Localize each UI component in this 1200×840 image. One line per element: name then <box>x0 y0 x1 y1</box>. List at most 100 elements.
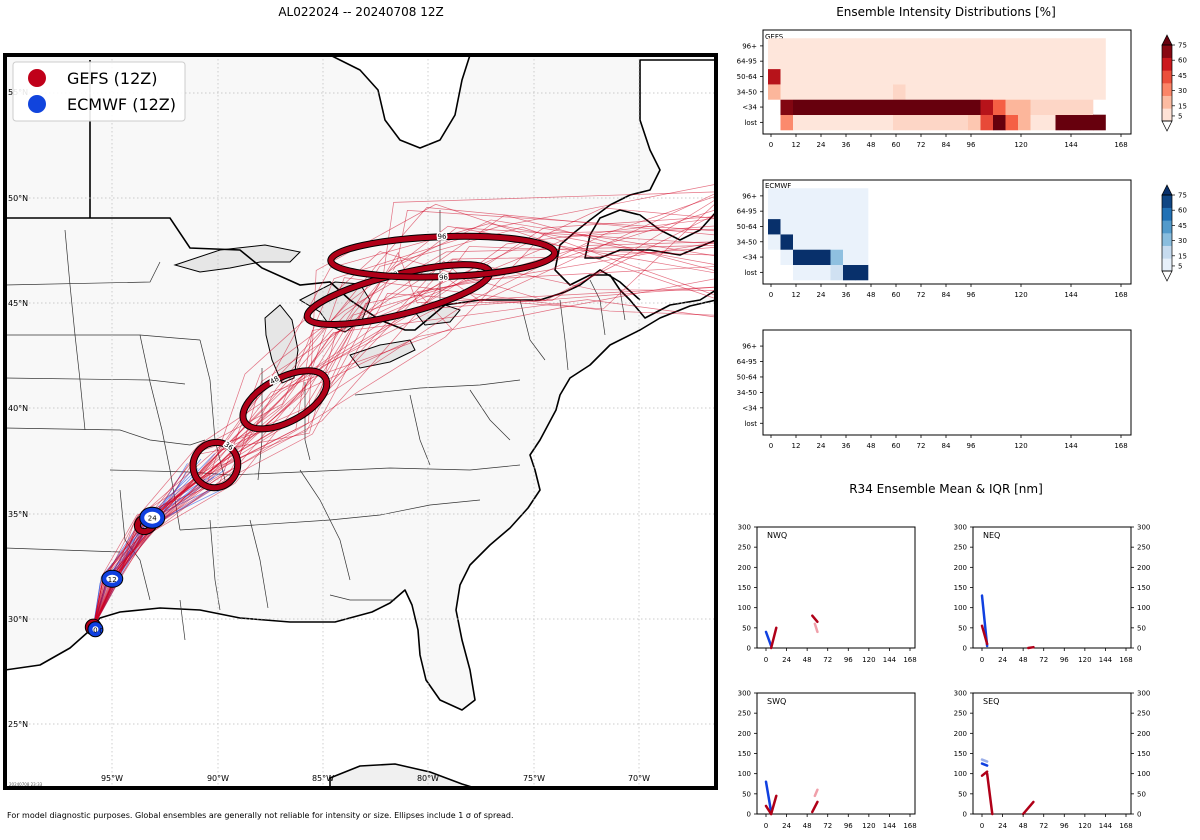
heatmap-cell <box>1055 99 1069 116</box>
x-tick-label: 72 <box>823 822 832 830</box>
heatmap-cell <box>780 99 794 116</box>
heatmap-cell <box>930 38 944 54</box>
x-tick-label: 60 <box>892 442 901 450</box>
lon-label: 70°W <box>628 774 650 783</box>
heatmap-cell <box>1005 53 1019 70</box>
y-tick-label: 300 <box>954 690 967 698</box>
heatmap-cell <box>980 84 994 100</box>
heatmap-cell <box>1080 53 1094 70</box>
r34-series-line <box>764 780 773 814</box>
heatmap-cell <box>955 68 969 85</box>
r34-series-line <box>764 630 773 648</box>
heatmap-cell <box>818 264 831 281</box>
x-tick-label: 0 <box>769 291 773 299</box>
heatmap-cell <box>780 114 794 131</box>
x-tick-label: 96 <box>967 141 976 149</box>
heatmap-frame <box>762 179 1132 285</box>
heatmap-cell <box>830 99 844 116</box>
heatmap-cell <box>1080 68 1094 85</box>
panel-label: ECMWF <box>765 182 791 190</box>
x-tick-label: 120 <box>1014 291 1027 299</box>
heatmap-cell <box>855 84 869 100</box>
heatmap-cell <box>843 249 856 266</box>
x-tick-label: 84 <box>942 291 951 299</box>
heatmap-cell <box>843 84 856 100</box>
x-tick-label: 36 <box>842 291 851 299</box>
heatmap-cell <box>855 99 869 116</box>
heatmap-cell <box>1068 114 1081 131</box>
y-tick-label: <34 <box>742 104 757 112</box>
y-tick-label: 96+ <box>742 343 757 351</box>
x-tick-label: 72 <box>917 291 926 299</box>
figure-title: AL022024 -- 20240708 12Z <box>278 5 443 19</box>
heatmap-cell <box>1018 68 1031 85</box>
colorbar-segment <box>1162 220 1172 234</box>
y-tick-label: 0 <box>1137 645 1141 653</box>
heatmap-cell <box>868 38 881 54</box>
heatmap-cell <box>955 114 969 131</box>
x-tick-label: 96 <box>844 656 853 664</box>
y-tick-label: 50 <box>742 790 751 798</box>
r34-frame <box>972 692 1132 815</box>
x-tick-label: 36 <box>842 141 851 149</box>
heatmap-cell <box>780 84 794 100</box>
y-tick-label: 0 <box>1137 811 1141 819</box>
heatmap-cell <box>955 53 969 70</box>
legend-ecmwf-marker <box>28 95 46 113</box>
x-tick-label: 48 <box>867 291 876 299</box>
y-tick-label: 100 <box>738 604 751 612</box>
heatmap-cell <box>855 68 869 85</box>
heatmap-cell <box>1043 99 1056 116</box>
panel-label: GEFS <box>765 33 784 41</box>
y-tick-label: 250 <box>954 544 967 552</box>
heatmap-cell <box>868 53 881 70</box>
heatmap-cell <box>855 53 869 70</box>
gefs-hour-label: 0 <box>99 627 103 635</box>
colorbar-extend-min <box>1161 270 1173 282</box>
heatmap-cell <box>1005 99 1019 116</box>
heatmap-cell <box>843 188 856 204</box>
heatmap-cell <box>1030 68 1044 85</box>
heatmap-cell <box>843 68 856 85</box>
heatmap-frame <box>762 329 1132 436</box>
r34-nwq-panel: NWQ 0 24 48 72 96 120 144 168 0 50 100 150 200 250 300 <box>738 524 917 665</box>
heatmap-cell <box>780 249 794 266</box>
y-tick-label: 150 <box>954 584 967 592</box>
heatmap-cell <box>1043 84 1056 100</box>
x-tick-label: 120 <box>1014 442 1027 450</box>
map-frame <box>3 53 718 790</box>
y-tick-label: 250 <box>1137 544 1150 552</box>
heatmap-cell <box>943 68 956 85</box>
y-tick-label: 34-50 <box>737 389 757 397</box>
r34-series-line <box>769 626 778 650</box>
heatmap-cell <box>830 203 844 220</box>
heatmap-cell <box>830 188 844 204</box>
heatmap-cell <box>793 68 806 85</box>
gefs-track-line <box>92 191 716 628</box>
heatmap-cell <box>780 53 794 70</box>
heatmap-cell <box>818 249 831 266</box>
x-tick-label: 24 <box>782 656 791 664</box>
heatmap-cell <box>980 99 994 116</box>
y-tick-label: 100 <box>1137 770 1150 778</box>
y-tick-label: 50 <box>742 624 751 632</box>
x-tick-label: 96 <box>1060 822 1069 830</box>
y-tick-label: <34 <box>742 404 757 412</box>
x-tick-label: 48 <box>803 822 812 830</box>
gefs-ellipse: 96 96 <box>327 231 559 283</box>
x-tick-label: 24 <box>998 656 1007 664</box>
heatmap-cell <box>893 99 906 116</box>
heatmap-cell <box>818 203 831 220</box>
x-tick-label: 96 <box>967 442 976 450</box>
y-tick-label: 200 <box>954 730 967 738</box>
heatmap-cell <box>855 218 869 235</box>
y-tick-label: 150 <box>1137 750 1150 758</box>
heatmap-cell <box>830 38 844 54</box>
heatmap-cell <box>918 68 931 85</box>
heatmap-cell <box>768 218 781 235</box>
heatmap-cell <box>830 218 844 235</box>
heatmap-cell <box>943 84 956 100</box>
empty-intensity-panel: lost <34 34-50 50-64 64-95 96+ 0 12 24 36 48 60 72 84… <box>737 329 1132 450</box>
heatmap-cell <box>830 249 844 266</box>
y-tick-label: 64-95 <box>737 208 757 216</box>
